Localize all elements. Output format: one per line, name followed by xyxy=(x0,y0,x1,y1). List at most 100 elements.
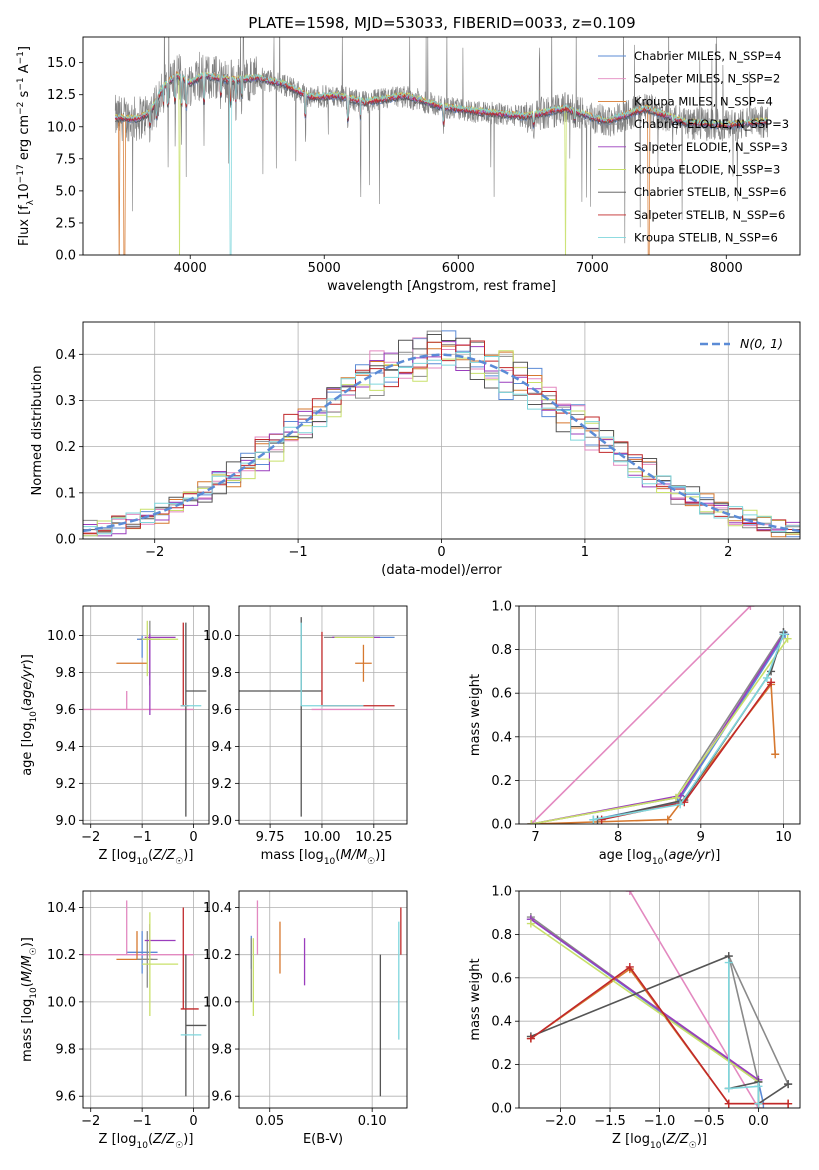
y-tick-label: 15.0 xyxy=(47,56,76,71)
y-tick-label: 0.4 xyxy=(55,348,76,363)
legend-label-salpeter-elodie: Salpeter ELODIE, N_SSP=3 xyxy=(634,140,788,154)
model-spectrum-kroupa-stelib xyxy=(114,71,768,255)
legend-label-kroupa-elodie: Kroupa ELODIE, N_SSP=3 xyxy=(634,163,780,177)
x-axis-label: E(B-V) xyxy=(303,1132,343,1147)
y-axis-label: mass weight xyxy=(468,958,483,1040)
normal-curve xyxy=(83,353,800,533)
x-axis-label: Z [log10(Z/Z☉)] xyxy=(99,1132,194,1151)
y-tick-label: 9.0 xyxy=(55,814,76,829)
y-tick-label: 0.2 xyxy=(491,1058,512,1073)
y-tick-label: 1.0 xyxy=(491,885,512,900)
axes-frame xyxy=(238,890,408,1109)
y-tick-label: 1.0 xyxy=(491,600,512,615)
y-tick-label: 0.3 xyxy=(55,394,76,409)
weight-line-chabrier-stelib xyxy=(530,954,789,1106)
errorbar-chabrier-elodie xyxy=(137,931,158,988)
axes-frame xyxy=(518,890,801,1109)
plot-area-weight-age xyxy=(519,606,800,824)
x-axis-label: mass [log10(M/M☉)] xyxy=(261,848,386,867)
y-axis-label: mass weight xyxy=(468,674,483,756)
legend-label-chabrier-stelib: Chabrier STELIB, N_SSP=6 xyxy=(634,185,786,199)
plot-area-spectrum xyxy=(114,37,769,255)
x-tick-label: −0.5 xyxy=(693,1114,725,1129)
axes-frame xyxy=(82,605,210,825)
x-tick-label: −1 xyxy=(133,830,152,845)
weight-marker-kroupa-stelib xyxy=(676,800,685,809)
plot-area-mass-metallicity xyxy=(83,891,209,1108)
panel-mass-metallicity: −2 −1 0 9.6 9.8 10.0 10.2 10.4 Z [log10(Z/Z☉)] ma… xyxy=(20,890,210,1151)
weight-marker-salpeter-stelib xyxy=(526,1034,535,1043)
x-tick-label: −2 xyxy=(81,1114,100,1129)
legend-label-chabrier-elodie: Chabrier ELODIE, N_SSP=3 xyxy=(634,117,789,131)
weight-marker-kroupa-stelib xyxy=(754,1099,763,1108)
x-tick-label: 7 xyxy=(531,830,539,845)
y-tick-label: 10.0 xyxy=(47,629,76,644)
y-tick-label: 10.4 xyxy=(47,901,76,916)
axes-frame xyxy=(518,605,801,825)
y-tick-label: 0.2 xyxy=(491,774,512,789)
y-tick-label: 9.6 xyxy=(55,703,76,718)
weight-marker-kroupa-miles xyxy=(663,815,672,824)
y-tick-label: 0.6 xyxy=(491,687,512,702)
errorbar-chabrier-stelib xyxy=(239,617,322,817)
x-tick-label: −1.5 xyxy=(594,1114,626,1129)
errorbar-salpeter-stelib xyxy=(321,631,395,707)
axes-frame xyxy=(82,321,801,540)
y-tick-label: 0.1 xyxy=(55,486,76,501)
x-axis-label: (data-model)/error xyxy=(381,563,502,578)
model-spectrum-chabrier-stelib xyxy=(115,75,768,131)
x-tick-label: 9 xyxy=(697,830,705,845)
weight-marker-kroupa-stelib xyxy=(754,1082,763,1091)
weight-marker-salpeter-stelib xyxy=(625,962,634,971)
weight-line-chabrier-elodie xyxy=(531,631,785,824)
weight-marker-salpeter-miles xyxy=(746,606,755,610)
y-tick-label: 0.0 xyxy=(55,249,76,264)
y-tick-label: 7.5 xyxy=(55,152,76,167)
errorbar-kroupa-elodie xyxy=(142,620,179,677)
errorbar-kroupa-miles xyxy=(355,644,372,682)
panel-spectrum: 4000 5000 6000 7000 8000 0.0 2.5 5.0 7.5 10.0 12.5… xyxy=(16,36,801,294)
weight-marker-kroupa-stelib xyxy=(724,958,733,967)
x-tick-label: −2 xyxy=(81,830,100,845)
axes-frame xyxy=(82,890,210,1109)
x-tick-label: 8000 xyxy=(710,261,743,276)
panel-residuals: −2 −1 0 1 2 0.0 0.1 0.2 0.3 0.4 (data-model)/error… xyxy=(30,321,801,578)
x-tick-label: 8 xyxy=(614,830,622,845)
x-tick-label: 2 xyxy=(724,545,732,560)
x-tick-label: −1 xyxy=(133,1114,152,1129)
x-tick-label: 10 xyxy=(775,830,792,845)
y-tick-label: 9.0 xyxy=(211,814,232,829)
weight-marker-kroupa-miles xyxy=(771,750,780,759)
weight-marker-salpeter-stelib xyxy=(784,1099,793,1108)
y-tick-label: 9.2 xyxy=(211,777,232,792)
x-tick-label: 6000 xyxy=(442,261,475,276)
legend-label-salpeter-miles: Salpeter MILES, N_SSP=2 xyxy=(634,72,780,86)
y-tick-label: 10.2 xyxy=(47,948,76,963)
x-tick-label: 0.05 xyxy=(255,1114,284,1129)
histogram-salpeter-stelib xyxy=(83,340,800,535)
errorbar-chabrier-miles xyxy=(126,931,158,974)
x-tick-label: −2.0 xyxy=(545,1114,577,1129)
x-tick-label: 10.25 xyxy=(355,830,392,845)
weight-marker-kroupa-elodie xyxy=(783,634,792,643)
errorbar-kroupa-stelib xyxy=(300,622,364,707)
errorbar-chabrier-stelib xyxy=(185,622,207,817)
panel-mass-ebv: 0.05 0.10 9.6 9.8 10.0 10.2 10.4 E(B-V) xyxy=(203,890,408,1147)
y-tick-label: 9.8 xyxy=(55,1043,76,1058)
x-tick-label: 9.75 xyxy=(256,830,285,845)
axes-frame xyxy=(238,605,408,825)
plot-area-weight-metallicity xyxy=(519,891,800,1108)
y-tick-label: 0.4 xyxy=(491,730,512,745)
weight-line-chabrier-stelib xyxy=(597,631,785,821)
x-tick-label: 0 xyxy=(189,1114,197,1129)
y-tick-label: 10.4 xyxy=(203,901,232,916)
weight-marker-kroupa-elodie xyxy=(527,820,536,824)
histogram-legend: N(0, 1) xyxy=(700,336,783,351)
y-tick-label: 9.6 xyxy=(211,703,232,718)
y-tick-label: 10.0 xyxy=(203,995,232,1010)
plot-area-residuals xyxy=(83,322,800,539)
weight-marker-salpeter-stelib xyxy=(597,815,606,824)
y-tick-label: 5.0 xyxy=(55,184,76,199)
x-tick-label: 5000 xyxy=(308,261,341,276)
x-tick-label: −1 xyxy=(289,545,308,560)
